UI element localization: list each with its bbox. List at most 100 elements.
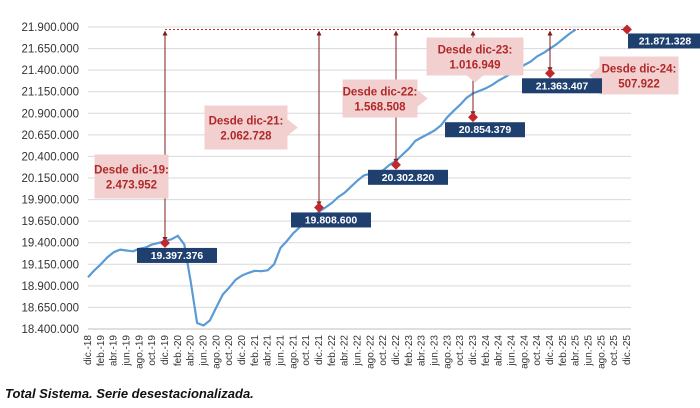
x-tick-label: jun.-21 [276,335,287,367]
arrow-head-up [547,30,553,36]
callout-dic.-19: Desde dic-19: 2.473.952 [94,154,169,199]
callout-value: 507.922 [618,79,660,91]
series-path [87,28,577,327]
series-line [87,28,577,327]
y-tick-label: 19.150.000 [21,259,79,271]
x-tick-label: ago.-21 [288,335,299,369]
x-tick-label: abr.-24 [494,335,505,367]
point-marker [391,159,401,170]
x-tick-label: feb.-24 [481,335,492,367]
x-tick-label: feb.-23 [404,335,415,367]
callout-value: 1.568.508 [354,102,406,114]
callout-value: 1.016.949 [449,60,500,72]
x-tick-label: feb.-21 [250,335,261,367]
x-tick-label: oct.-19 [147,335,158,366]
arrow-head-up [393,30,399,36]
x-tick-label: dic.-22 [391,335,402,365]
y-tick-label: 21.150.000 [21,87,79,99]
x-tick-label: ago.-22 [365,335,376,369]
x-tick-label: ago.-19 [134,335,145,369]
y-tick-label: 20.900.000 [21,108,79,120]
x-tick-label: abr.-21 [263,335,274,367]
value-label: 20.854.379 [459,124,512,136]
x-tick-label: abr.-25 [571,335,582,367]
x-tick-label: ago.-20 [211,335,222,369]
x-tick-label: jun.-19 [122,335,133,367]
x-tick-label: oct.-23 [455,335,466,366]
x-tick-label: jun.-24 [507,335,518,367]
value-label: 21.871.328 [639,35,692,47]
point-marker [545,68,555,79]
callouts: Desde dic-19: 2.473.952 Desde dic-21: 2.062… [94,30,679,242]
x-tick-label: feb.-22 [327,335,338,367]
x-tick-label: ago.-25 [596,335,607,369]
x-tick-label: dic.-25 [622,335,633,365]
value-label-box [137,247,217,263]
x-tick-label: oct.-20 [224,335,235,366]
x-axis: dic.-18 feb.-19 abr.-19 jun.-19 ago.-19 oct.-… [83,328,633,369]
value-label-box [522,78,602,94]
x-tick-label: feb.-25 [558,335,569,367]
x-tick-label: jun.-22 [353,335,364,367]
value-label-box [628,33,700,49]
callout-box [94,154,169,199]
point-marker [314,202,324,213]
x-tick-label: jun.-23 [430,335,441,367]
x-tick-label: oct.-25 [609,335,620,366]
callout-dic.-21: Desde dic-21: 2.062.728 [204,105,298,150]
callout-dic.-24: Desde dic-24: 507.922 [589,56,679,95]
callout-dic.-22: Desde dic-22: 1.568.508 [342,79,428,118]
employment-line-chart: 18.400.000 18.650.000 18.900.000 19.150.000… [21,22,700,369]
x-tick-label: dic.-23 [468,335,479,365]
callout-value: 2.062.728 [220,131,272,143]
value-label: 20.302.820 [382,172,435,184]
point-marker [622,24,632,35]
callout-title: Desde dic-19: [94,165,169,177]
x-tick-label: dic.-19 [160,335,171,365]
callout-box [426,37,524,83]
x-tick-label: abr.-23 [417,335,428,367]
value-label: 19.808.600 [305,214,358,226]
x-tick-label: jun.-25 [584,335,595,367]
y-tick-label: 21.400.000 [21,65,79,77]
y-tick-label: 20.400.000 [21,151,79,163]
x-tick-label: oct.-22 [378,335,389,366]
x-tick-label: ago.-24 [519,335,530,369]
y-tick-label: 18.400.000 [21,324,79,336]
arrow-head-up [162,30,168,36]
x-tick-label: abr.-22 [340,335,351,367]
callout-dic.-23: Desde dic-23: 1.016.949 [426,37,524,83]
x-tick-label: jun.-20 [199,335,210,367]
y-tick-label: 19.400.000 [21,238,79,250]
arrow-head-up [316,30,322,36]
x-tick-label: dic.-24 [545,335,556,365]
x-tick-label: abr.-20 [186,335,197,367]
x-tick-label: feb.-19 [96,335,107,367]
callout-value: 2.473.952 [106,180,157,192]
y-tick-label: 18.900.000 [21,281,79,293]
callout-title: Desde dic-21: [209,116,284,128]
y-axis: 18.400.000 18.650.000 18.900.000 19.150.000… [21,22,79,336]
value-label: 19.397.376 [151,250,204,262]
point-markers: 19.397.376 19.808.600 20.302.820 20.854.379… [137,24,700,263]
callout-title: Desde dic-23: [438,45,513,57]
value-label: 21.363.407 [536,80,589,92]
x-tick-label: feb.-20 [173,335,184,367]
y-tick-label: 20.650.000 [21,130,79,142]
callout-title: Desde dic-24: [602,64,677,76]
value-label-box [445,122,525,138]
x-tick-label: abr.-19 [109,335,120,367]
x-tick-label: ago.-23 [442,335,453,369]
x-tick-label: oct.-24 [532,335,543,366]
x-tick-label: oct.-21 [301,335,312,366]
chart-caption: Total Sistema. Serie desestacionalizada. [5,386,254,401]
y-tick-label: 19.650.000 [21,216,79,228]
value-label-box [291,212,371,228]
y-tick-label: 19.900.000 [21,195,79,207]
y-tick-label: 21.650.000 [21,44,79,56]
callout-box [342,79,428,118]
arrow-head-up [470,30,476,36]
x-tick-label: dic.-20 [237,335,248,365]
y-tick-label: 21.900.000 [21,22,79,34]
y-tick-label: 20.150.000 [21,173,79,185]
